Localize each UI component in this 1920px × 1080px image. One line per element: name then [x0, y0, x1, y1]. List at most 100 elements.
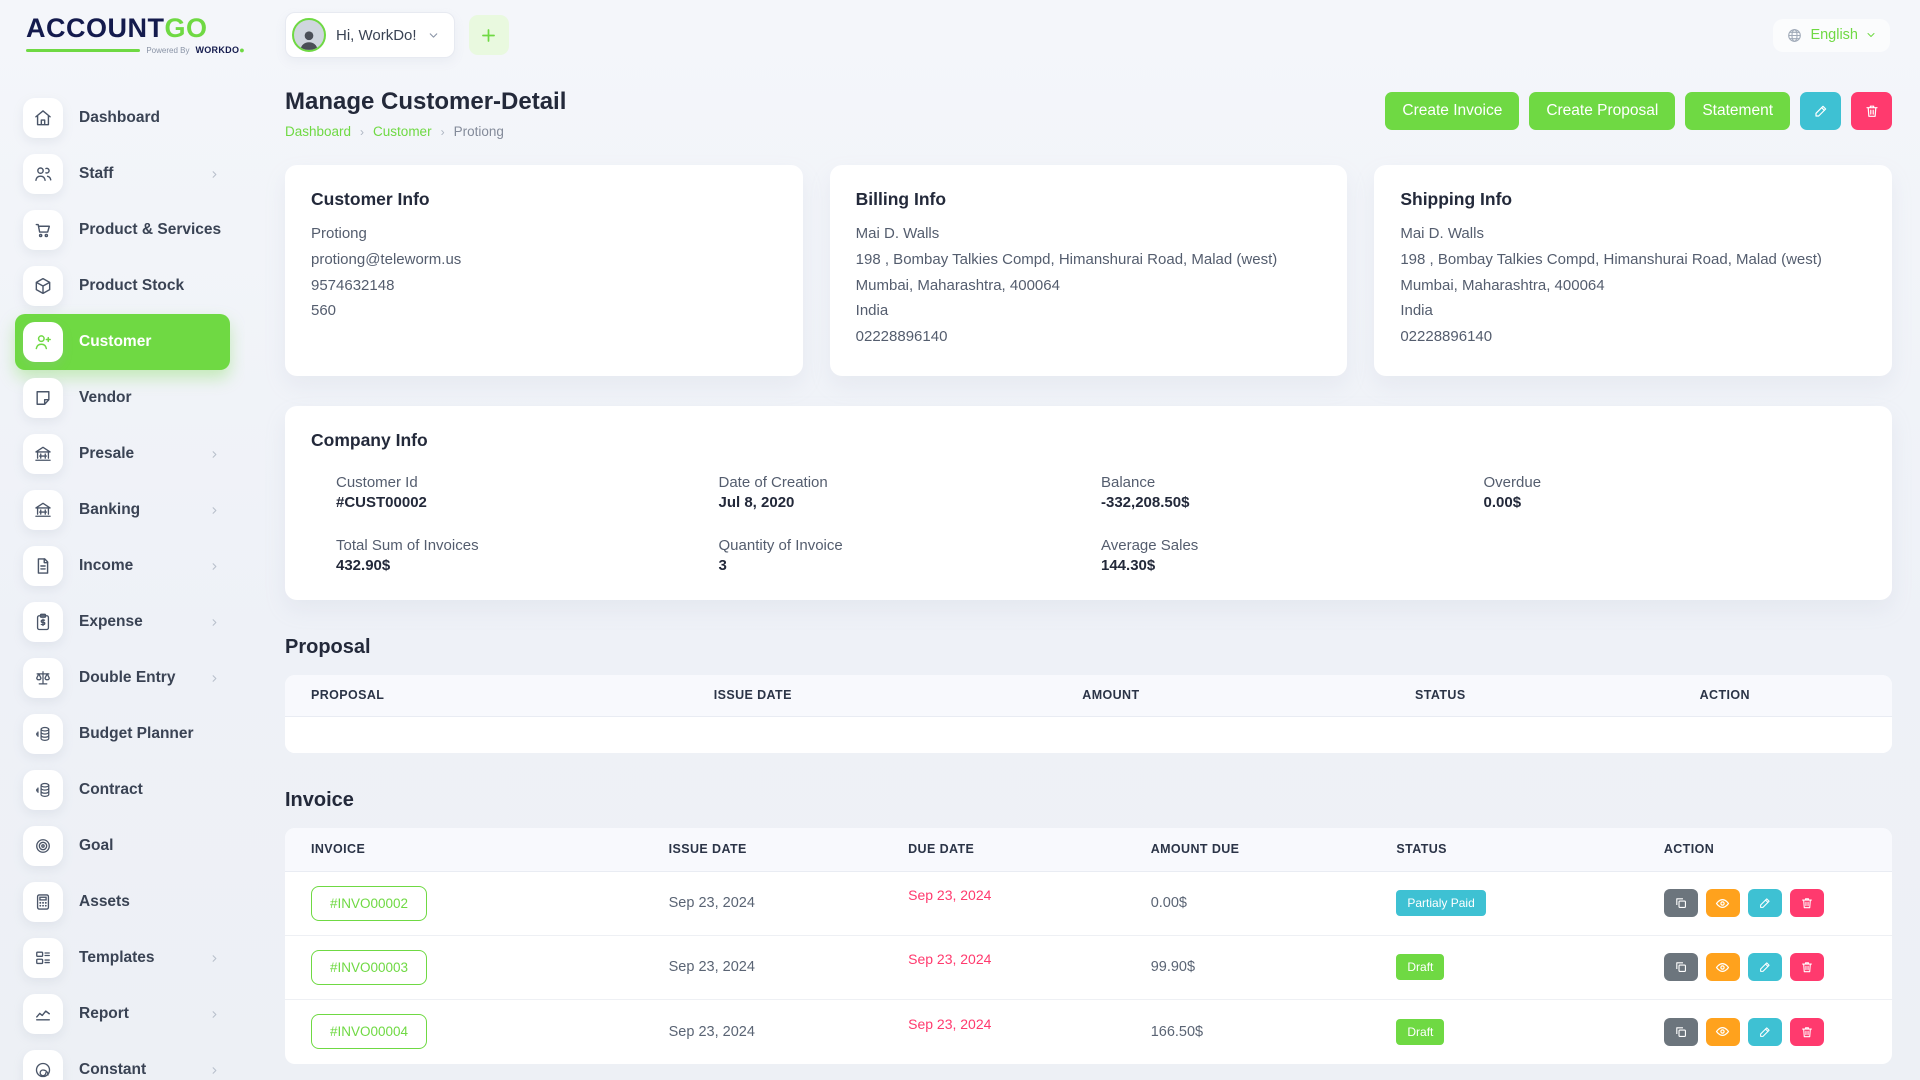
- sidebar-item-product-services[interactable]: Product & Services: [15, 210, 230, 250]
- info-line: Mumbai, Maharashtra, 400064: [855, 276, 1060, 294]
- pencil-icon: [1758, 1025, 1772, 1039]
- sidebar-item-dashboard[interactable]: Dashboard: [15, 98, 230, 138]
- sidebar-item-vendor[interactable]: Vendor: [15, 378, 230, 418]
- invoice-issue-date: Sep 23, 2024: [668, 959, 755, 976]
- sidebar-item-product-stock[interactable]: Product Stock: [15, 266, 230, 306]
- create-invoice-button[interactable]: Create Invoice: [1385, 92, 1520, 130]
- company-field-value: 3: [718, 556, 727, 574]
- brand-tagline-brand: WORKDO●: [195, 45, 245, 55]
- company-field: Quantity of Invoice 3: [719, 537, 1102, 574]
- delete-button[interactable]: [1789, 1017, 1824, 1046]
- language-label: English: [1810, 27, 1858, 43]
- invoice-issue-date: Sep 23, 2024: [668, 895, 755, 912]
- duplicate-button[interactable]: [1663, 1017, 1698, 1046]
- page-title: Manage Customer-Detail: [285, 88, 567, 115]
- breadcrumb-customer[interactable]: Customer: [373, 124, 432, 139]
- sidebar-item-constant[interactable]: Constant: [15, 1050, 230, 1080]
- info-card-title: Billing Info: [855, 189, 947, 209]
- invoice-number-link[interactable]: #INVO00002: [311, 885, 428, 921]
- sidebar-item-icon-box: [23, 602, 63, 642]
- column-header: ACTION: [1663, 842, 1715, 857]
- invoice-section-title: Invoice: [285, 788, 354, 811]
- sidebar-icon: [33, 836, 53, 856]
- invoice-amount-due: 0.00$: [1150, 895, 1187, 912]
- sidebar-item-icon-box: [23, 1050, 63, 1080]
- invoice-number-cell: #INVO00002: [311, 885, 669, 921]
- company-field-value: Jul 8, 2020: [718, 493, 795, 511]
- shipping-info-card: Shipping Info Mai D. Walls 198 , Bombay T…: [1374, 165, 1892, 376]
- sidebar-item-report[interactable]: Report: [15, 994, 230, 1034]
- eye-icon: [1715, 960, 1730, 975]
- sidebar-item-banking[interactable]: Banking: [15, 490, 230, 530]
- add-button[interactable]: [468, 15, 509, 55]
- duplicate-button[interactable]: [1663, 889, 1698, 918]
- status-badge: Draft: [1396, 954, 1445, 981]
- invoice-due-date: Sep 23, 2024: [908, 951, 992, 968]
- sidebar-item-customer[interactable]: Customer: [15, 314, 230, 370]
- proposal-empty-row: [285, 716, 1892, 753]
- breadcrumb-separator: ›: [360, 124, 365, 139]
- invoice-table-header: INVOICE ISSUE DATE DUE DATE AMOUNT DUE STATU…: [285, 827, 1892, 872]
- statement-button[interactable]: Statement: [1685, 92, 1790, 130]
- sidebar-item-icon-box: [23, 882, 63, 922]
- sidebar-item-contract[interactable]: Contract: [15, 770, 230, 810]
- invoice-table-body: #INVO00002 Sep 23, 2024 Sep 23, 2024 0.0…: [285, 872, 1892, 1064]
- invoice-number-link[interactable]: #INVO00004: [311, 1014, 428, 1050]
- breadcrumb-dashboard[interactable]: Dashboard: [285, 124, 352, 139]
- chevron-right-icon: [209, 449, 220, 460]
- company-info-card: Company Info Customer Id #CUST00002 Date…: [285, 405, 1892, 600]
- proposal-table: PROPOSAL ISSUE DATE AMOUNT STATUS ACTION: [285, 674, 1892, 753]
- view-button[interactable]: [1705, 889, 1740, 918]
- edit-button[interactable]: [1747, 1017, 1782, 1046]
- sidebar-item-goal[interactable]: Goal: [15, 826, 230, 866]
- invoice-row: #INVO00003 Sep 23, 2024 Sep 23, 2024 99.…: [285, 936, 1892, 1000]
- brand-logo[interactable]: ACCOUNTGO Powered By WORKDO●: [0, 15, 245, 55]
- company-field-label: Date of Creation: [718, 473, 828, 491]
- delete-button[interactable]: [1789, 889, 1824, 918]
- delete-button[interactable]: [1789, 953, 1824, 982]
- info-card-lines: Mai D. Walls 198 , Bombay Talkies Compd, …: [856, 223, 1322, 348]
- sidebar-icon: [33, 500, 53, 520]
- sidebar-item-label: Expense: [79, 613, 143, 630]
- invoice-number-link[interactable]: #INVO00003: [311, 949, 428, 985]
- company-field: Customer Id #CUST00002: [336, 474, 719, 511]
- sidebar-item-staff[interactable]: Staff: [15, 154, 230, 194]
- edit-customer-button[interactable]: [1800, 92, 1841, 130]
- create-proposal-button[interactable]: Create Proposal: [1529, 92, 1676, 130]
- greeting-label: Hi, WorkDo!: [336, 26, 417, 44]
- sidebar-item-label: Dashboard: [79, 109, 160, 126]
- sidebar-item-expense[interactable]: Expense: [15, 602, 230, 642]
- info-line: protiong@teleworm.us: [311, 250, 462, 268]
- language-selector[interactable]: English: [1773, 18, 1890, 52]
- info-line: India: [1400, 302, 1433, 320]
- sidebar-item-label: Product Stock: [79, 277, 185, 294]
- sidebar-icon: [33, 1060, 53, 1080]
- brand-tagline: Powered By WORKDO●: [26, 45, 245, 55]
- status-badge: Partialy Paid: [1396, 890, 1486, 917]
- column-header: STATUS: [1396, 842, 1447, 857]
- sidebar-item-double-entry[interactable]: Double Entry: [15, 658, 230, 698]
- sidebar-item-assets[interactable]: Assets: [15, 882, 230, 922]
- column-header: ISSUE DATE: [668, 842, 747, 857]
- invoice-status-cell: Draft: [1396, 1018, 1663, 1045]
- info-card-lines: Mai D. Walls 198 , Bombay Talkies Compd, …: [1400, 223, 1866, 348]
- plus-icon: [479, 26, 498, 45]
- sidebar-icon: [33, 668, 53, 688]
- sidebar-icon: [33, 444, 53, 464]
- duplicate-button[interactable]: [1663, 953, 1698, 982]
- invoice-due-date: Sep 23, 2024: [908, 887, 992, 904]
- info-line: 560: [311, 302, 337, 320]
- view-button[interactable]: [1705, 1017, 1740, 1046]
- sidebar-item-budget-planner[interactable]: Budget Planner: [15, 714, 230, 754]
- user-menu[interactable]: Hi, WorkDo!: [285, 12, 455, 58]
- delete-customer-button[interactable]: [1851, 92, 1892, 130]
- edit-button[interactable]: [1747, 953, 1782, 982]
- sidebar-item-label: Customer: [79, 333, 152, 350]
- edit-button[interactable]: [1747, 889, 1782, 918]
- sidebar-item-income[interactable]: Income: [15, 546, 230, 586]
- invoice-row-actions: [1663, 889, 1866, 918]
- invoice-table: INVOICE ISSUE DATE DUE DATE AMOUNT DUE STATU…: [285, 827, 1892, 1064]
- view-button[interactable]: [1705, 953, 1740, 982]
- sidebar-item-presale[interactable]: Presale: [15, 434, 230, 474]
- sidebar-item-templates[interactable]: Templates: [15, 938, 230, 978]
